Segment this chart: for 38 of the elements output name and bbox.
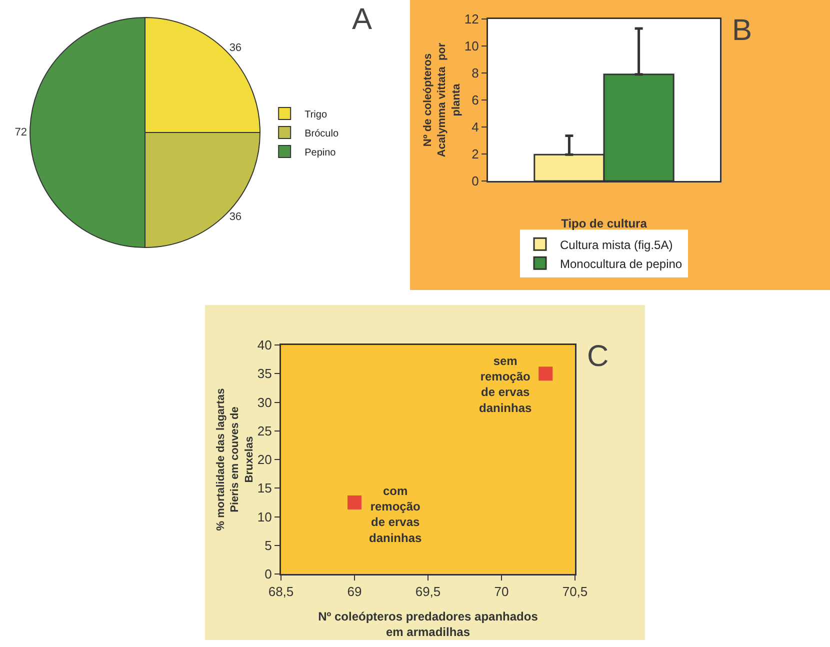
chart-title: A	[352, 2, 372, 36]
y-tick-label: 20	[257, 452, 272, 468]
y-axis-title: % mortalidade das lagartas Pieris em couves de Bruxelas	[214, 388, 256, 531]
y-tick-label: 30	[257, 394, 272, 410]
y-tick-label: 15	[257, 480, 272, 496]
y-tick-label: 12	[464, 12, 479, 27]
annotation: com remoção de ervas daninhas	[369, 484, 422, 545]
y-tick-label: 6	[472, 92, 479, 108]
legend-label: Monocultura de pepino	[560, 256, 682, 271]
chart-title: C	[587, 340, 609, 373]
chart-title: B	[732, 14, 752, 47]
x-tick-label: 70	[494, 584, 509, 600]
x-axis-title: Nº coleópteros predadores apanhados em armadilhas	[318, 610, 538, 640]
y-tick-label: 8	[472, 66, 479, 81]
x-tick-label: 69,5	[415, 584, 441, 600]
y-tick-label: 5	[264, 538, 272, 553]
y-tick-label: 4	[472, 120, 479, 135]
x-tick-label: 68,5	[268, 584, 294, 600]
y-tick-label: 2	[472, 146, 479, 162]
legend-label: Trigo	[304, 109, 328, 120]
y-tick-label: 0	[264, 566, 272, 582]
y-axis-title: Nº de coleópteros Acalymma vittata por planta	[422, 42, 462, 158]
y-tick-label: 10	[257, 509, 272, 524]
x-axis-title: Tipo de cultura	[561, 216, 648, 230]
legend-label: Bróculo	[304, 128, 339, 140]
data-label: 36	[229, 210, 242, 223]
y-tick-label: 35	[257, 366, 272, 382]
legend-label: Cultura mista (fig.5A)	[560, 238, 673, 252]
y-tick-label: 10	[464, 38, 479, 54]
y-tick-label: 25	[257, 423, 272, 438]
x-tick-label: 69	[347, 584, 362, 600]
y-tick-label: 0	[472, 174, 479, 189]
y-tick-label: 40	[257, 338, 272, 353]
data-label: 72	[14, 126, 27, 138]
data-label: 36	[229, 42, 242, 54]
annotation: sem remoção de ervas daninhas	[479, 354, 532, 415]
legend-label: Pepino	[304, 147, 336, 158]
x-tick-label: 70,5	[562, 584, 588, 600]
